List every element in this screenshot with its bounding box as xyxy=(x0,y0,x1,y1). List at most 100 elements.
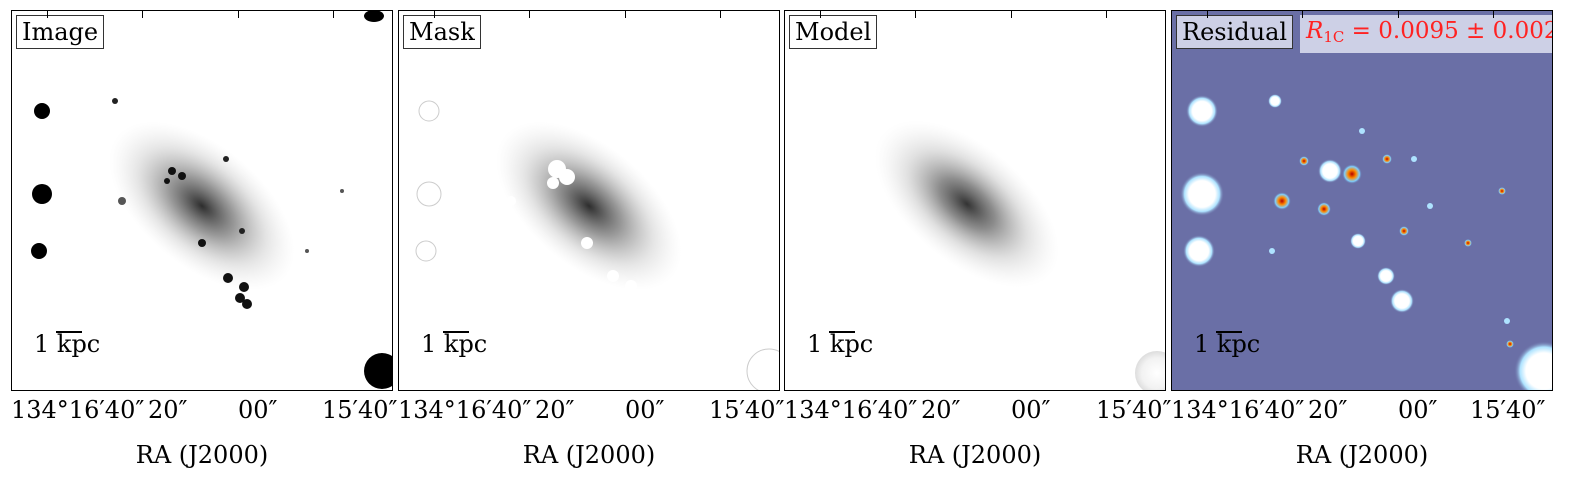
mask-hole xyxy=(498,97,506,105)
residual-peak xyxy=(1269,248,1275,254)
compact-source xyxy=(223,273,233,283)
compact-source xyxy=(168,167,176,175)
mask-hole xyxy=(621,293,637,309)
x-tick-label: 15′40″ xyxy=(322,396,398,424)
stat-subscript: 1C xyxy=(1323,28,1345,46)
x-tick-label: 134°16′40″ xyxy=(1171,396,1305,424)
x-tick xyxy=(820,11,821,18)
x-tick xyxy=(1207,11,1208,18)
mask-hole xyxy=(1186,95,1218,127)
x-tick-label: 15′40″ xyxy=(1470,396,1546,424)
compact-source xyxy=(305,249,309,253)
galaxy-emission xyxy=(109,121,295,291)
x-tick xyxy=(142,11,143,18)
x-tick xyxy=(915,11,916,18)
residual-panel: Residual R1C = 0.0095 ± 0.0021 1 kpc xyxy=(1171,10,1553,391)
x-axis-label: RA (J2000) xyxy=(908,441,1042,469)
mask-hole xyxy=(559,169,575,185)
residual-peak xyxy=(1382,154,1392,164)
panel-label: Model xyxy=(789,15,878,49)
mask-hole xyxy=(625,280,637,292)
scale-bar: 1 kpc xyxy=(807,329,873,359)
panel-label: Mask xyxy=(403,15,481,49)
x-tick-label: 134°16′40″ xyxy=(11,396,145,424)
x-tick xyxy=(720,11,721,18)
x-tick xyxy=(434,11,435,18)
mask-hole xyxy=(581,237,593,249)
mask-hole xyxy=(1350,233,1366,249)
star-source xyxy=(32,184,52,204)
mask-hole xyxy=(746,348,779,390)
x-axis-label: RA (J2000) xyxy=(1295,441,1429,469)
x-tick xyxy=(1011,11,1012,18)
mask-hole xyxy=(415,240,437,262)
mask-panel: Mask 1 kpc xyxy=(398,10,780,391)
compact-source xyxy=(340,189,344,193)
image-panel: Image 1 kpc xyxy=(11,10,393,391)
residual-peak xyxy=(1342,164,1362,184)
x-tick xyxy=(1106,11,1107,18)
scale-bar-label: 1 kpc xyxy=(1194,330,1261,358)
panel-label: Residual xyxy=(1176,15,1294,49)
image-plot xyxy=(31,11,392,389)
mask-hole xyxy=(506,196,516,206)
x-tick-label: 20″ xyxy=(921,396,961,424)
compact-source xyxy=(223,156,229,162)
x-tick-label: 134°16′40″ xyxy=(784,396,918,424)
mask-hole xyxy=(1135,351,1165,390)
compact-source xyxy=(178,172,186,180)
scale-bar-line xyxy=(829,331,855,333)
compact-source xyxy=(239,228,245,234)
compact-source xyxy=(198,239,206,247)
scale-bar-label: 1 kpc xyxy=(34,330,101,358)
x-axis-label: RA (J2000) xyxy=(522,441,656,469)
stat-symbol: R xyxy=(1306,18,1324,44)
model-profile xyxy=(874,120,1060,288)
scale-bar: 1 kpc xyxy=(1194,329,1260,359)
panel-label: Image xyxy=(16,15,105,49)
residual-peak xyxy=(1506,340,1514,348)
galaxy-emission xyxy=(496,121,682,291)
mask-hole xyxy=(607,270,619,282)
mask-hole xyxy=(1268,94,1282,108)
x-tick xyxy=(1398,11,1399,18)
scale-bar-label: 1 kpc xyxy=(421,330,488,358)
star-source xyxy=(364,11,384,22)
x-tick-label: 00″ xyxy=(1398,396,1438,424)
residual-peak xyxy=(1399,226,1409,236)
mask-plot xyxy=(415,97,779,390)
scale-bar: 1 kpc xyxy=(34,329,100,359)
x-tick-label: 134°16′40″ xyxy=(398,396,532,424)
compact-source xyxy=(164,178,170,184)
x-tick-label: 20″ xyxy=(535,396,575,424)
residual-peak xyxy=(1299,156,1309,166)
mask-hole xyxy=(547,177,559,189)
scale-bar-line xyxy=(56,331,82,333)
x-tick-label: 00″ xyxy=(1011,396,1051,424)
model-panel: Model 1 kpc xyxy=(784,10,1166,391)
residual-peak xyxy=(1411,156,1417,162)
x-tick xyxy=(47,11,48,18)
scale-bar-label: 1 kpc xyxy=(807,330,874,358)
residual-peak xyxy=(1359,128,1365,134)
stat-value: = 0.0095 ± 0.0021 xyxy=(1344,18,1553,44)
star-source xyxy=(31,243,47,259)
mask-hole xyxy=(1514,341,1552,390)
x-tick xyxy=(529,11,530,18)
x-axis-label: RA (J2000) xyxy=(135,441,269,469)
residual-peak xyxy=(1498,187,1506,195)
mask-hole xyxy=(1180,172,1224,216)
star-source xyxy=(34,103,50,119)
residual-peak xyxy=(1464,239,1472,247)
x-tick xyxy=(1302,11,1303,18)
mask-hole xyxy=(1390,289,1414,313)
x-tick-label: 20″ xyxy=(1308,396,1348,424)
mask-hole xyxy=(416,181,442,207)
compact-source xyxy=(239,282,249,292)
compact-source xyxy=(235,293,245,303)
scale-bar-line xyxy=(443,331,469,333)
residual-peak xyxy=(1427,203,1433,209)
residual-plot xyxy=(1172,11,1552,390)
x-tick xyxy=(1493,11,1494,18)
mask-hole xyxy=(1377,267,1395,285)
